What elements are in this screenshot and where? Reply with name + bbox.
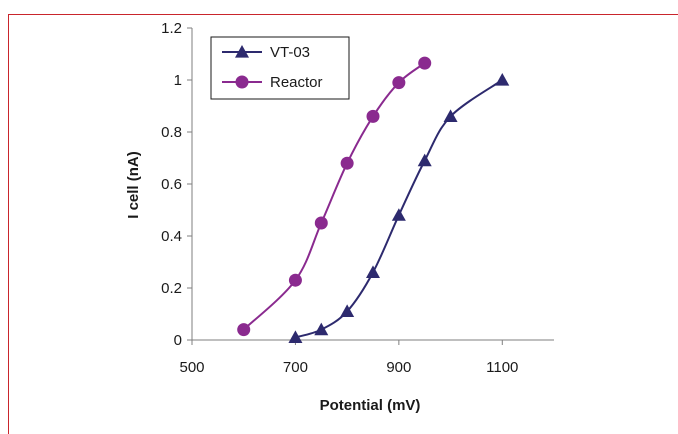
data-point-circle <box>314 216 328 230</box>
y-tick-label: 1 <box>174 72 182 89</box>
data-point-circle <box>288 273 302 287</box>
data-point-triangle <box>314 322 329 336</box>
x-tick-label: 900 <box>386 359 411 376</box>
data-point-triangle <box>340 304 355 317</box>
x-tick-label: 500 <box>179 359 204 376</box>
legend-entry: VT-03 <box>222 44 310 61</box>
x-tick-label: 700 <box>283 359 308 376</box>
series-vt-03 <box>288 73 510 343</box>
data-point-triangle <box>417 153 432 167</box>
y-tick-label: 0 <box>174 332 182 349</box>
series-layer <box>237 56 510 343</box>
y-tick-label: 0.4 <box>161 228 182 245</box>
series-reactor <box>237 56 432 337</box>
data-point-triangle <box>288 330 303 343</box>
series-line <box>243 62 426 331</box>
chart-frame <box>8 14 678 434</box>
axes: 0 0.2 0.4 0.6 0.8 1 1.2 500 700 900 1100 <box>161 20 554 376</box>
data-point-triangle <box>443 109 458 122</box>
legend-entry: Reactor <box>222 74 323 91</box>
x-tick-label: 1100 <box>486 359 518 376</box>
data-point-triangle <box>366 265 380 278</box>
data-point-circle <box>366 109 380 123</box>
x-axis-title: Potential (mV) <box>320 397 421 414</box>
legend-box <box>210 36 350 100</box>
data-point-triangle <box>495 73 510 86</box>
legend-label: VT-03 <box>270 44 310 61</box>
chart-canvas: 0 0.2 0.4 0.6 0.8 1 1.2 500 700 900 1100 VT-03 Reac… <box>125 20 554 414</box>
data-point-triangle <box>391 208 406 221</box>
legend-triangle-marker <box>235 45 249 58</box>
y-tick-label: 1.2 <box>161 20 182 37</box>
data-point-circle <box>237 323 251 337</box>
y-tick-label: 0.2 <box>161 280 182 297</box>
legend-circle-marker <box>235 75 249 89</box>
y-tick-label: 0.8 <box>161 124 182 141</box>
data-point-circle <box>418 56 432 70</box>
y-axis-title: I cell (nA) <box>125 151 142 219</box>
legend: VT-03 Reactor <box>210 36 350 100</box>
data-point-circle <box>340 156 354 170</box>
legend-label: Reactor <box>270 74 323 91</box>
data-point-circle <box>392 76 406 90</box>
y-tick-label: 0.6 <box>161 176 182 193</box>
